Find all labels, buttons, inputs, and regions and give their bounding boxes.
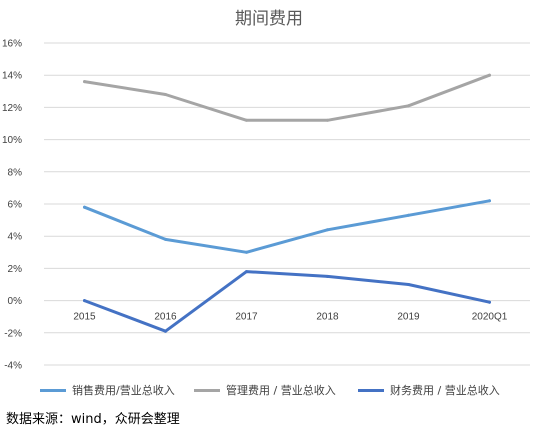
data-point: [245, 270, 248, 274]
data-point: [245, 118, 248, 122]
legend-item: 销售费用/营业总收入: [40, 382, 175, 398]
data-point: [164, 329, 167, 333]
x-tick-label: 2015: [73, 312, 96, 323]
source-note: 数据来源：wind，众研会整理: [6, 412, 180, 427]
chart-title: 期间费用: [235, 9, 303, 29]
data-point: [83, 205, 86, 209]
legend-label: 财务费用 / 营业总收入: [390, 384, 500, 397]
x-tick-label: 2020Q1: [472, 312, 508, 323]
data-point: [326, 118, 329, 122]
data-point: [164, 93, 167, 97]
legend-swatch: [358, 388, 384, 392]
data-point: [164, 237, 167, 241]
data-point: [407, 283, 410, 286]
data-point: [245, 250, 248, 254]
legend-swatch: [40, 388, 66, 392]
x-tick-label: 2018: [316, 312, 339, 323]
x-axis-ticks: 2015 2016 2017 2018 2019 2020Q1: [73, 312, 507, 323]
y-tick-label: 4%: [8, 232, 23, 243]
data-point: [326, 274, 329, 278]
data-point: [83, 299, 86, 303]
y-tick-label: 12%: [2, 103, 22, 114]
y-tick-label: 8%: [8, 167, 23, 178]
legend-item: 管理费用 / 营业总收入: [194, 382, 336, 398]
series-line-1: [83, 199, 491, 254]
data-point: [326, 228, 329, 232]
data-point: [488, 199, 491, 203]
data-point: [407, 213, 410, 217]
data-point: [488, 300, 491, 304]
series-lines: [83, 73, 491, 333]
x-tick-label: 2019: [397, 312, 420, 323]
data-point: [407, 104, 410, 108]
legend-label: 管理费用 / 营业总收入: [226, 384, 336, 397]
y-tick-label: 2%: [8, 264, 23, 275]
y-tick-label: 14%: [2, 71, 22, 82]
x-tick-label: 2017: [235, 312, 258, 323]
y-tick-label: -2%: [4, 328, 22, 339]
y-tick-label: 10%: [2, 135, 22, 146]
x-tick-label: 2016: [154, 312, 177, 323]
series-line-2: [83, 73, 491, 122]
y-tick-label: 16%: [2, 39, 22, 50]
gridlines: [44, 42, 530, 366]
data-point: [83, 80, 86, 84]
legend-swatch: [194, 388, 220, 392]
series-line-3: [83, 270, 491, 333]
legend-item: 财务费用 / 营业总收入: [358, 382, 500, 398]
legend-label: 销售费用/营业总收入: [72, 384, 175, 397]
y-tick-label: 6%: [8, 200, 23, 211]
y-axis-ticks: 16% 14% 12% 10% 8% 6% 4% 2% 0% -2% -4%: [2, 39, 22, 372]
y-tick-label: -4%: [4, 361, 22, 372]
data-point: [488, 73, 491, 77]
legend: 销售费用/营业总收入 管理费用 / 营业总收入 财务费用 / 营业总收入: [0, 382, 538, 400]
y-tick-label: 0%: [8, 296, 23, 307]
